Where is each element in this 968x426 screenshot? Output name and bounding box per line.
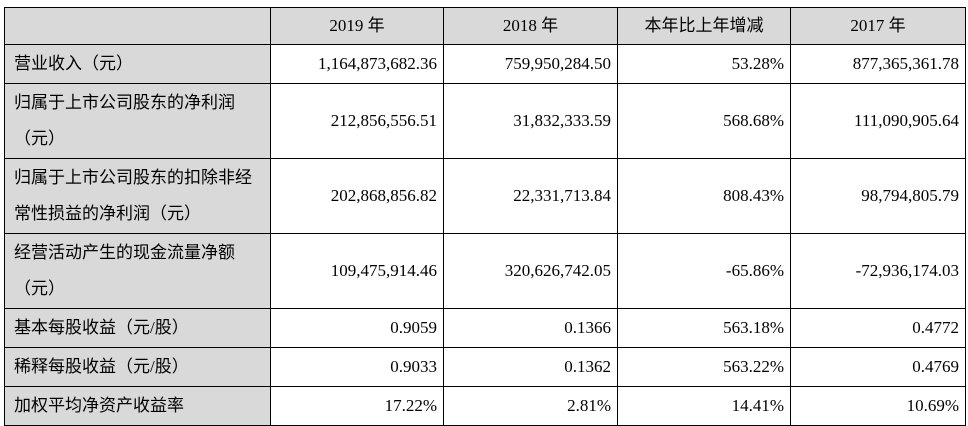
cell-value: 808.43% [617,158,791,234]
cell-value: 1,164,873,682.36 [270,44,444,84]
row-label: 加权平均净资产收益率 [4,386,271,426]
cell-value: 0.4769 [790,347,966,387]
column-header-2019: 2019 年 [270,7,444,45]
cell-value: 53.28% [617,44,791,84]
column-header-yoy-change: 本年比上年增减 [617,7,791,45]
table-header-row: 2019 年 2018 年 本年比上年增减 2017 年 [4,7,966,45]
row-label: 基本每股收益（元/股） [4,308,271,348]
key-financial-data-table: 2019 年 2018 年 本年比上年增减 2017 年 营业收入（元） 1,1… [4,7,966,426]
column-header-2018: 2018 年 [443,7,618,45]
cell-value: 2.81% [443,386,618,426]
cell-value: 759,950,284.50 [443,44,618,84]
cell-value: 98,794,805.79 [790,158,966,234]
row-label: 稀释每股收益（元/股） [4,347,271,387]
cell-value: 0.1366 [443,308,618,348]
table-row-operating-revenue: 营业收入（元） 1,164,873,682.36 759,950,284.50 … [4,44,966,84]
column-header-blank [4,7,271,45]
cell-value: 0.9033 [270,347,444,387]
cell-value: 22,331,713.84 [443,158,618,234]
cell-value: 14.41% [617,386,791,426]
cell-value: 320,626,742.05 [443,233,618,309]
cell-value: 563.22% [617,347,791,387]
cell-value: -65.86% [617,233,791,309]
cell-value: 109,475,914.46 [270,233,444,309]
cell-value: 0.4772 [790,308,966,348]
row-label: 归属于上市公司股东的扣除非经常性损益的净利润（元） [4,158,271,234]
cell-value: 563.18% [617,308,791,348]
cell-value: 10.69% [790,386,966,426]
cell-value: 111,090,905.64 [790,83,966,159]
cell-value: 0.1362 [443,347,618,387]
table-row-net-profit: 归属于上市公司股东的净利润（元） 212,856,556.51 31,832,3… [4,83,966,159]
cell-value: 877,365,361.78 [790,44,966,84]
table-row-diluted-eps: 稀释每股收益（元/股） 0.9033 0.1362 563.22% 0.4769 [4,347,966,387]
cell-value: 31,832,333.59 [443,83,618,159]
table-row-net-profit-excl-nonrecurring: 归属于上市公司股东的扣除非经常性损益的净利润（元） 202,868,856.82… [4,158,966,234]
cell-value: -72,936,174.03 [790,233,966,309]
cell-value: 0.9059 [270,308,444,348]
table-row-weighted-avg-roe: 加权平均净资产收益率 17.22% 2.81% 14.41% 10.69% [4,386,966,426]
cell-value: 568.68% [617,83,791,159]
cell-value: 17.22% [270,386,444,426]
financial-summary-table: 2019 年 2018 年 本年比上年增减 2017 年 营业收入（元） 1,1… [4,7,966,426]
table-row-operating-cash-flow: 经营活动产生的现金流量净额（元） 109,475,914.46 320,626,… [4,233,966,309]
cell-value: 202,868,856.82 [270,158,444,234]
row-label: 经营活动产生的现金流量净额（元） [4,233,271,309]
table-row-basic-eps: 基本每股收益（元/股） 0.9059 0.1366 563.18% 0.4772 [4,308,966,348]
column-header-2017: 2017 年 [790,7,966,45]
cell-value: 212,856,556.51 [270,83,444,159]
row-label: 归属于上市公司股东的净利润（元） [4,83,271,159]
row-label: 营业收入（元） [4,44,271,84]
